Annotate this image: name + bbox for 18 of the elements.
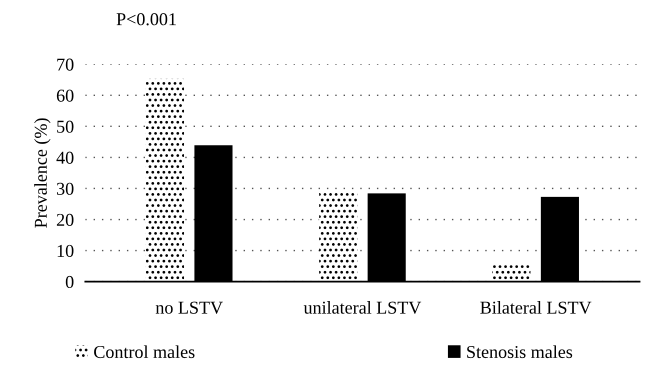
y-tick-label: 10 <box>58 244 74 257</box>
bar <box>146 78 184 282</box>
y-tick-label: 40 <box>56 152 74 164</box>
x-tick-label: no LSTV <box>156 302 223 314</box>
bar <box>319 192 358 282</box>
y-tick-label: 60 <box>56 90 74 102</box>
bar <box>492 264 530 282</box>
legend-label: Stenosis males <box>467 345 572 358</box>
x-tick-label: unilateral LSTV <box>304 301 422 314</box>
y-tick-label: 50 <box>57 120 74 133</box>
y-tick-label: 20 <box>56 214 74 226</box>
y-tick-label: 70 <box>57 58 74 71</box>
text: P<0.001 <box>116 13 176 26</box>
y-tick-label: 0 <box>66 276 74 288</box>
y-tick-label: 30 <box>56 182 74 195</box>
legend-label: Control males <box>94 345 194 358</box>
x-tick-label: Bilateral LSTV <box>480 301 592 314</box>
y-axis-title: Prevalence (%) <box>34 118 51 228</box>
